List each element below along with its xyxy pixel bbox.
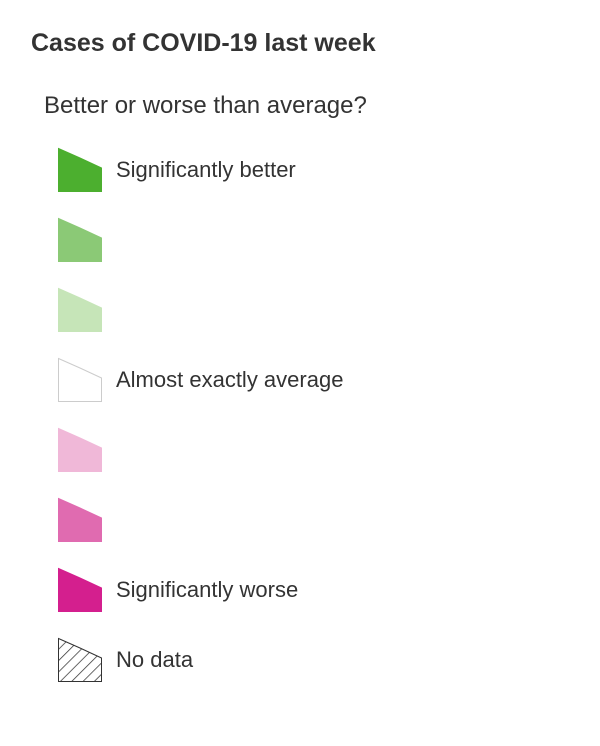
legend-item: Significantly better — [58, 147, 558, 192]
legend-swatch-hatch — [58, 637, 102, 682]
legend-swatch-shape — [58, 217, 102, 262]
legend-swatch-shape — [58, 147, 102, 192]
legend-swatch — [58, 287, 102, 332]
legend-swatch-shape — [58, 567, 102, 612]
legend-item: Almost exactly average — [58, 357, 558, 402]
legend-swatch-shape — [58, 497, 102, 542]
legend-item — [58, 287, 558, 332]
legend-swatch — [58, 637, 102, 682]
legend-item — [58, 217, 558, 262]
legend-swatch-shape — [58, 287, 102, 332]
legend-label: Significantly better — [116, 157, 296, 182]
legend-swatch-shape — [58, 357, 102, 402]
legend-item — [58, 497, 558, 542]
legend-swatch — [58, 567, 102, 612]
legend-swatch — [58, 217, 102, 262]
legend-swatch — [58, 497, 102, 542]
legend-title: Cases of COVID-19 last week — [31, 29, 376, 57]
legend-label: Significantly worse — [116, 577, 299, 602]
legend-subtitle: Better or worse than average? — [44, 92, 367, 119]
legend-item: Significantly worse — [58, 567, 558, 612]
legend-item: No data — [58, 637, 558, 682]
legend-swatch-shape — [58, 427, 102, 472]
legend-label: Almost exactly average — [116, 367, 344, 392]
legend-item — [58, 427, 558, 472]
legend-swatch — [58, 427, 102, 472]
legend-swatch — [58, 357, 102, 402]
legend-label: No data — [116, 647, 194, 672]
legend-swatch — [58, 147, 102, 192]
